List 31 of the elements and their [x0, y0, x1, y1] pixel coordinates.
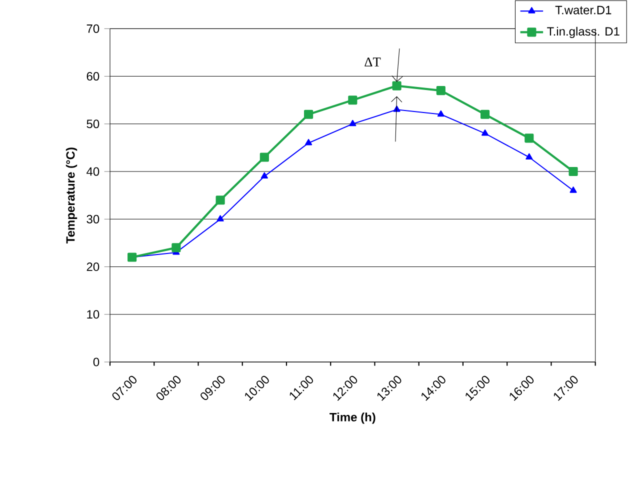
point [480, 110, 490, 119]
annotation: ΔT [364, 58, 381, 66]
y-axis-title: Temperature (°C) [66, 148, 78, 244]
point [568, 166, 578, 176]
point [348, 96, 358, 105]
point [482, 129, 489, 136]
y-tick-label: 60 [86, 72, 100, 81]
point [437, 110, 444, 117]
y-tick-label: 0 [93, 358, 100, 366]
point [260, 172, 268, 179]
y-tick-label: 70 [86, 24, 100, 33]
point [524, 134, 534, 143]
point [216, 196, 225, 205]
y-tick-label: 50 [86, 120, 100, 128]
point [526, 153, 533, 160]
point [304, 110, 314, 119]
point [392, 81, 402, 90]
point [216, 215, 224, 222]
point [128, 252, 137, 262]
point [305, 138, 312, 146]
y-tick-label: 40 [86, 167, 100, 176]
point [172, 243, 181, 252]
point [436, 86, 446, 96]
legend-label: T.water.D1 [555, 6, 612, 14]
x-axis-title: Time (h) [330, 412, 376, 424]
point [570, 186, 577, 193]
y-tick-label: 20 [86, 262, 100, 272]
y-tick-label: 30 [86, 214, 100, 224]
y-tick-label: 10 [87, 310, 100, 319]
point [260, 152, 269, 162]
point [349, 120, 356, 126]
